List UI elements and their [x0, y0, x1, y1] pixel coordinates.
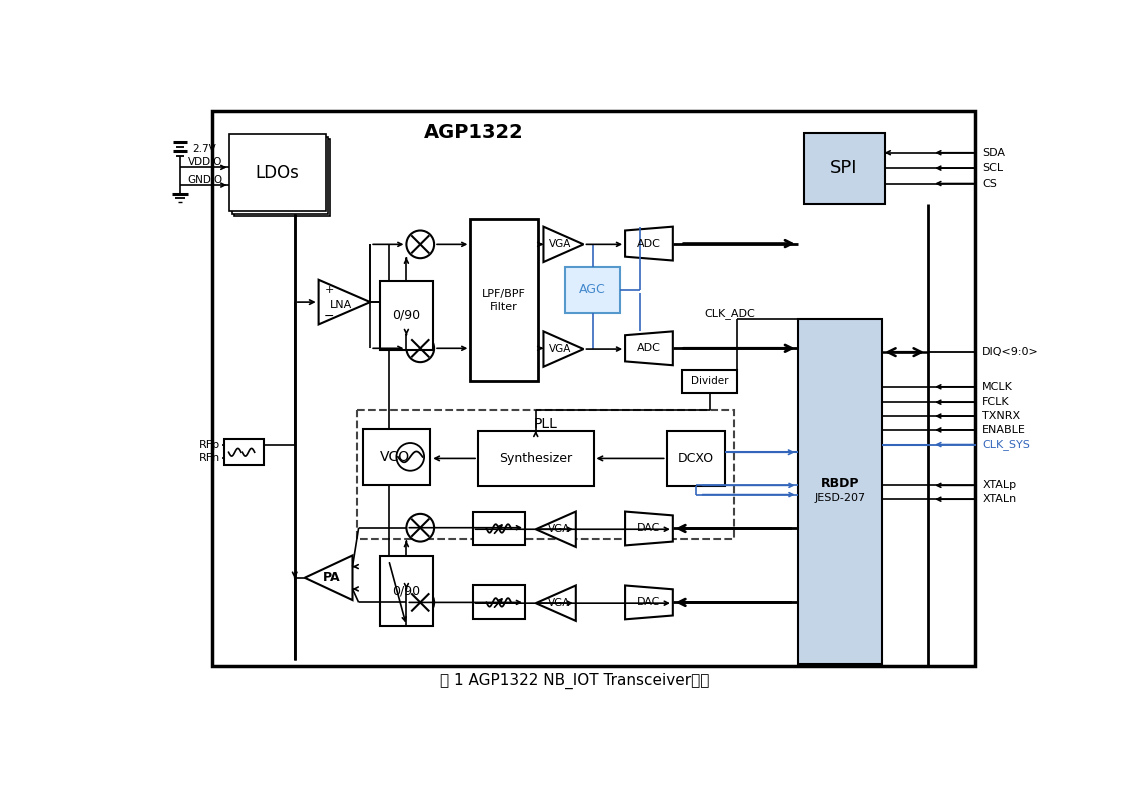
Text: ENABLE: ENABLE	[983, 425, 1027, 435]
Polygon shape	[625, 512, 673, 546]
Text: PLL: PLL	[534, 417, 558, 431]
Text: CLK_SYS: CLK_SYS	[983, 439, 1030, 450]
Text: VDDIO: VDDIO	[187, 157, 222, 167]
Text: −: −	[324, 309, 334, 323]
Polygon shape	[319, 279, 370, 324]
Text: LNA: LNA	[330, 300, 352, 310]
Bar	[478, 431, 594, 486]
Text: RFn: RFn	[199, 453, 220, 462]
Text: Divider: Divider	[691, 377, 728, 386]
Bar	[224, 439, 264, 466]
Text: VGA: VGA	[548, 524, 570, 535]
Polygon shape	[625, 586, 673, 619]
Text: RFp: RFp	[199, 440, 220, 450]
Text: XTALp: XTALp	[983, 480, 1017, 491]
Text: VGA: VGA	[549, 344, 571, 354]
Text: MCLK: MCLK	[983, 382, 1013, 392]
Bar	[470, 219, 539, 381]
Text: GNDIO: GNDIO	[187, 175, 222, 185]
Polygon shape	[625, 331, 673, 365]
Text: DAC: DAC	[637, 597, 661, 608]
Text: VGA: VGA	[549, 239, 571, 250]
Text: DAC: DAC	[637, 524, 661, 534]
Polygon shape	[536, 512, 576, 547]
Bar	[380, 280, 433, 350]
Text: +: +	[324, 285, 334, 295]
Text: 0/90: 0/90	[393, 584, 421, 597]
Polygon shape	[625, 227, 673, 261]
Bar	[472, 586, 525, 619]
Bar	[472, 512, 525, 546]
Polygon shape	[543, 227, 583, 262]
Circle shape	[396, 443, 424, 471]
Text: 图 1 AGP1322 NB_IOT Transceiver框图: 图 1 AGP1322 NB_IOT Transceiver框图	[440, 673, 710, 689]
Text: SPI: SPI	[830, 159, 857, 177]
Text: JESD-207: JESD-207	[815, 493, 865, 502]
Bar	[212, 111, 975, 666]
Bar	[803, 133, 884, 203]
Text: FCLK: FCLK	[983, 397, 1010, 407]
Bar	[357, 410, 735, 539]
Text: AGC: AGC	[579, 283, 606, 296]
Text: RBDP: RBDP	[820, 477, 859, 491]
Circle shape	[406, 514, 434, 542]
Text: SDA: SDA	[983, 148, 1005, 158]
Text: 2.7V: 2.7V	[192, 144, 217, 154]
Circle shape	[406, 589, 434, 616]
Circle shape	[406, 231, 434, 258]
Text: PA: PA	[323, 571, 340, 584]
Text: Filter: Filter	[490, 301, 518, 312]
Bar	[380, 557, 433, 626]
Text: SCL: SCL	[983, 163, 1003, 173]
Text: CLK_ADC: CLK_ADC	[705, 309, 755, 319]
Text: ADC: ADC	[637, 343, 661, 353]
Text: CS: CS	[983, 178, 997, 188]
Text: VGA: VGA	[548, 598, 570, 608]
Text: VCO: VCO	[379, 450, 410, 464]
Polygon shape	[305, 556, 352, 600]
Text: XTALn: XTALn	[983, 495, 1017, 504]
Bar	[229, 134, 325, 211]
Text: DCXO: DCXO	[678, 452, 714, 465]
Text: 0/90: 0/90	[393, 309, 421, 322]
Bar	[231, 137, 328, 214]
Text: AGP1322: AGP1322	[424, 123, 524, 142]
Text: ADC: ADC	[637, 239, 661, 249]
Bar	[798, 319, 882, 664]
Bar	[362, 429, 430, 484]
Bar	[666, 431, 725, 486]
Text: LPF/BPF: LPF/BPF	[482, 289, 526, 298]
Bar	[565, 267, 620, 313]
Bar	[233, 139, 330, 216]
Circle shape	[406, 334, 434, 362]
Text: LDOs: LDOs	[255, 164, 298, 182]
Polygon shape	[536, 586, 576, 621]
Bar	[682, 370, 737, 393]
Text: DIQ<9:0>: DIQ<9:0>	[983, 347, 1039, 357]
Text: TXNRX: TXNRX	[983, 411, 1021, 421]
Text: Synthesizer: Synthesizer	[499, 452, 572, 465]
Polygon shape	[543, 331, 583, 367]
